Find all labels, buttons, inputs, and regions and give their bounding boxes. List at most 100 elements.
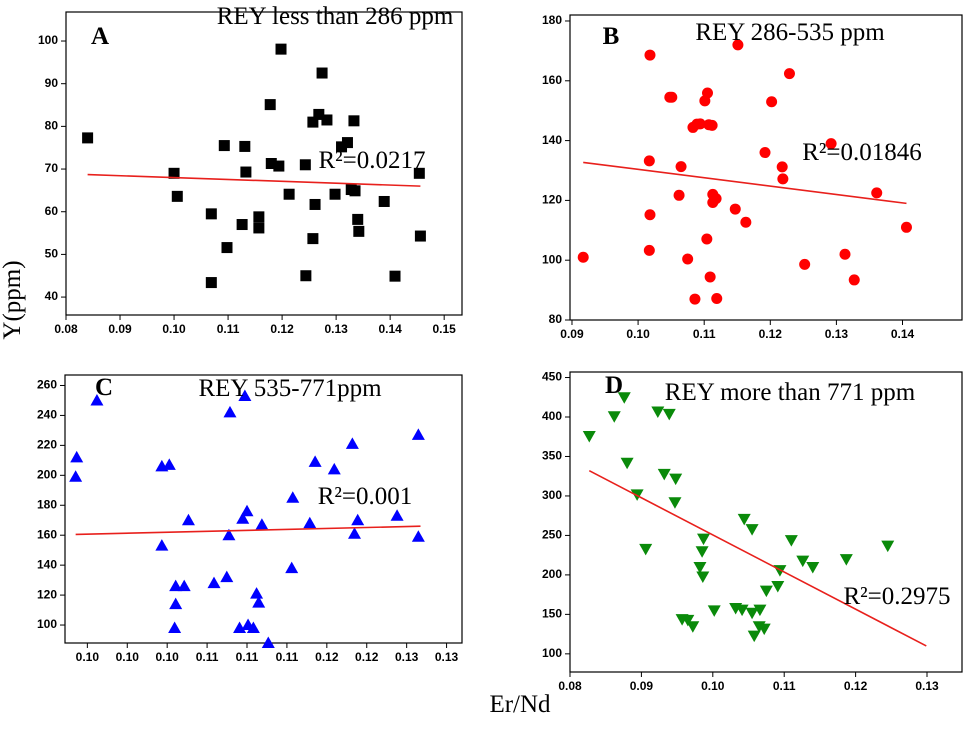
panel-title: REY more than 771 ppm (665, 379, 916, 406)
y-tick-label: 70 (45, 161, 59, 175)
point (799, 258, 811, 270)
y-tick-label: 250 (542, 528, 562, 542)
y-tick-label: 90 (45, 76, 59, 90)
point (316, 67, 328, 79)
point (378, 195, 390, 207)
y-tick-label: 180 (37, 497, 57, 511)
point (681, 614, 695, 627)
x-tick-label: 0.08 (558, 679, 582, 693)
point (639, 543, 653, 556)
point (286, 491, 300, 503)
panel-title: REY less than 286 ppm (217, 3, 454, 30)
x-tick-label: 0.13 (324, 322, 348, 336)
point (711, 292, 723, 304)
point (757, 623, 771, 636)
point (848, 274, 860, 286)
y-tick-label: 200 (542, 567, 562, 581)
point (617, 392, 631, 404)
point (329, 188, 341, 200)
point (341, 137, 353, 149)
point (70, 450, 84, 463)
point (695, 546, 709, 558)
point (686, 621, 700, 633)
point (737, 513, 751, 526)
x-tick-label: 0.12 (270, 322, 294, 336)
point (299, 159, 311, 171)
trend-line (583, 161, 907, 205)
y-tick-label: 200 (37, 467, 57, 481)
x-tick-label: 0.10 (162, 322, 186, 336)
point (352, 213, 364, 225)
point (207, 576, 221, 589)
point (643, 244, 655, 256)
y-tick-label: 350 (542, 449, 562, 463)
x-tick-label: 0.10 (116, 650, 140, 664)
point (414, 230, 426, 242)
point (236, 512, 250, 524)
point (69, 470, 83, 482)
point (662, 408, 676, 421)
point (759, 147, 771, 159)
point (240, 504, 254, 517)
point (411, 428, 425, 440)
point (309, 198, 321, 210)
y-tick-label: 100 (37, 617, 57, 631)
panel-letter: D (605, 372, 623, 399)
point (283, 188, 295, 200)
point (696, 571, 710, 583)
point (253, 222, 265, 234)
point (336, 141, 348, 153)
point (353, 225, 365, 237)
point (644, 49, 656, 61)
x-tick-label: 0.11 (217, 322, 240, 336)
point (218, 140, 230, 152)
r-squared: R²=0.2975 (843, 583, 950, 610)
y-tick-label: 100 (38, 33, 58, 47)
x-tick-label: 0.10 (76, 650, 100, 664)
y-tick-label: 450 (542, 370, 562, 384)
panel-title: REY 535-771ppm (198, 375, 382, 402)
x-tick-label: 0.13 (915, 679, 939, 693)
point (155, 539, 169, 551)
y-tick-label: 400 (542, 409, 562, 423)
r-squared: R²=0.001 (318, 483, 413, 510)
point (300, 270, 312, 282)
r-squared: R²=0.0217 (318, 147, 425, 174)
point (313, 108, 325, 120)
point (221, 242, 233, 254)
x-tick-label: 0.10 (626, 327, 650, 341)
point (644, 209, 656, 221)
point (839, 554, 853, 566)
point (82, 132, 94, 144)
x-tick-label: 0.09 (630, 679, 654, 693)
point (776, 161, 788, 173)
trend-line (87, 173, 421, 187)
point (710, 193, 722, 205)
point (668, 497, 682, 509)
x-tick-label: 0.10 (701, 679, 725, 693)
point (759, 585, 773, 598)
point (348, 527, 362, 539)
point (348, 115, 360, 127)
point (693, 562, 707, 574)
point (607, 411, 621, 423)
y-tick-label: 160 (37, 527, 57, 541)
point (766, 96, 778, 108)
point (252, 596, 266, 608)
y-tick-label: 240 (37, 408, 57, 422)
point (351, 513, 365, 526)
point (307, 233, 319, 245)
point (321, 114, 333, 126)
x-tick-label: 0.12 (315, 650, 339, 664)
y-tick-label: 100 (542, 252, 562, 266)
point (303, 516, 317, 529)
y-tick-label: 80 (45, 119, 59, 133)
x-tick-label: 0.12 (355, 650, 379, 664)
x-tick-label: 0.13 (825, 327, 849, 341)
trend-line (75, 525, 421, 536)
point (90, 393, 104, 406)
point (704, 271, 716, 283)
point (777, 173, 789, 185)
point (669, 473, 683, 486)
